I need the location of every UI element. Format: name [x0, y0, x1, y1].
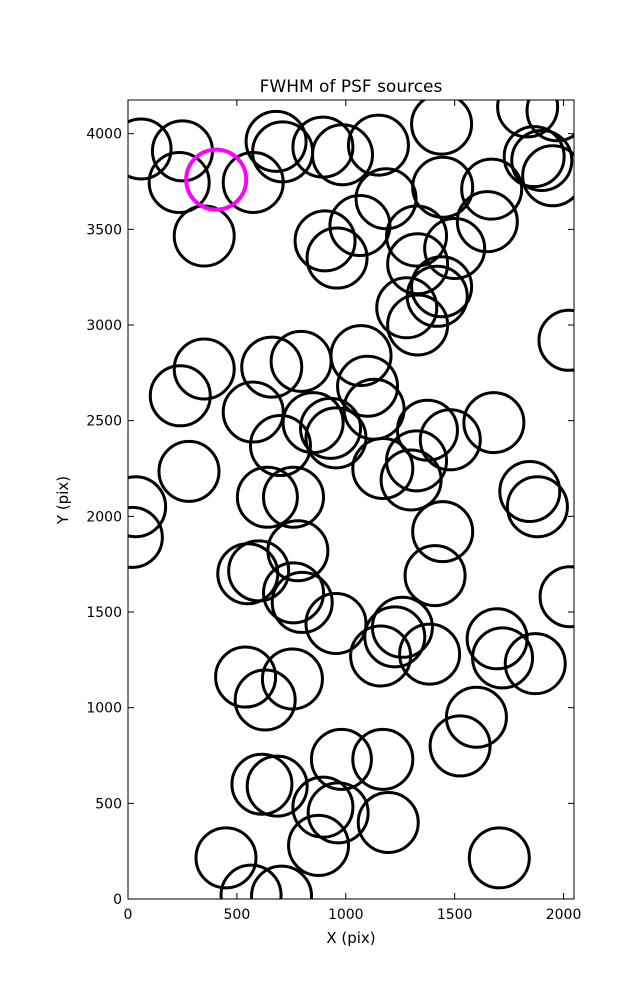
psf-source-marker: [410, 255, 474, 319]
psf-source-marker: [299, 396, 363, 460]
psf-source-marker: [214, 645, 278, 709]
psf-source-marker: [521, 144, 574, 208]
psf-source-marker: [304, 591, 368, 655]
x-tick-label: 500: [224, 907, 251, 923]
y-tick-label: 2000: [86, 509, 122, 525]
psf-source-marker: [128, 505, 164, 569]
psf-source-marker: [128, 475, 168, 539]
psf-source-marker: [525, 100, 574, 143]
psf-source-marker: [496, 100, 560, 139]
highlighted-psf-source-marker: [184, 147, 249, 212]
psf-source-marker: [128, 117, 173, 181]
psf-source-marker: [349, 624, 413, 688]
psf-source-marker: [423, 216, 487, 280]
psf-source-marker: [219, 863, 283, 899]
psf-source-marker: [306, 781, 370, 845]
y-tick-label: 1500: [86, 605, 122, 621]
psf-source-marker: [309, 727, 373, 791]
psf-source-marker: [245, 754, 309, 818]
psf-source-marker: [379, 448, 443, 512]
y-tick-label: 3000: [86, 318, 122, 334]
psf-source-marker: [502, 125, 566, 189]
x-tick-label: 1000: [328, 907, 364, 923]
psf-source-marker: [462, 391, 526, 455]
x-tick-label: 2000: [546, 907, 582, 923]
psf-source-marker: [221, 380, 285, 444]
psf-source-marker: [148, 364, 212, 428]
psf-source-marker: [351, 437, 415, 501]
psf-source-marker: [471, 626, 535, 690]
x-tick-label: 1500: [437, 907, 473, 923]
x-axis: 0 500 1000 1500 2000: [124, 100, 582, 923]
psf-source-marker: [270, 570, 334, 634]
psf-source-marker: [248, 414, 312, 478]
psf-source-marker: [244, 109, 308, 173]
psf-source-marker: [305, 226, 369, 290]
psf-source-marker: [498, 459, 562, 523]
psf-source-marker: [329, 324, 393, 388]
psf-source-marker: [240, 335, 304, 399]
psf-source-marker: [460, 157, 524, 221]
psf-source-marker: [503, 632, 567, 696]
y-tick-label: 3500: [86, 222, 122, 238]
x-tick-label: 0: [124, 907, 133, 923]
psf-source-marker: [250, 864, 314, 899]
y-tick-label: 1000: [86, 701, 122, 717]
psf-source-marker: [230, 752, 294, 816]
psf-source-marker: [287, 813, 351, 877]
psf-source-marker: [157, 439, 221, 503]
psf-source-marker: [262, 465, 326, 529]
psf-source-marker: [428, 714, 492, 778]
y-tick-label: 2500: [86, 414, 122, 430]
psf-source-marker: [147, 150, 211, 214]
psf-source-marker: [233, 668, 297, 732]
axes-frame: [127, 99, 575, 900]
y-tick-label: 0: [113, 892, 122, 908]
psf-source-marker: [537, 308, 574, 372]
psf-source-marker: [351, 727, 415, 791]
psf-source-marker: [227, 539, 291, 603]
x-axis-title: X (pix): [326, 929, 375, 947]
psf-source-marker: [235, 465, 299, 529]
plot-area: [128, 100, 574, 899]
psf-source-marker: [403, 544, 467, 608]
psf-source-marker: [398, 622, 462, 686]
psf-source-marker: [172, 337, 236, 401]
psf-source-marker: [455, 190, 519, 254]
psf-source-marker: [375, 276, 439, 340]
psf-source-marker: [418, 408, 482, 472]
psf-source-marker: [385, 204, 449, 268]
psf-source-marker: [510, 128, 574, 192]
psf-source-marker: [538, 565, 574, 629]
psf-source-marker: [386, 293, 450, 357]
psf-source-marker: [363, 605, 427, 669]
psf-source-marker: [293, 209, 357, 273]
y-tick-label: 4000: [86, 127, 122, 143]
psf-source-marker: [346, 113, 410, 177]
psf-source-marker: [356, 790, 420, 854]
psf-source-marker: [304, 406, 368, 470]
psf-source-marker: [444, 685, 508, 749]
y-tick-label: 500: [95, 796, 122, 812]
psf-source-marker: [410, 100, 474, 156]
y-axis: 0 500 1000 1500 2000 2500 3000 3500 4000: [86, 127, 574, 908]
psf-source-marker: [505, 475, 569, 539]
psf-source-marker: [262, 561, 326, 625]
y-axis-title: Y (pix): [54, 476, 72, 525]
psf-source-marker: [194, 826, 258, 890]
psf-source-marker: [411, 500, 475, 564]
chart-title: FWHM of PSF sources: [260, 77, 443, 97]
psf-source-marker: [311, 123, 375, 187]
psf-source-marker: [467, 826, 531, 890]
psf-source-marker: [336, 354, 400, 418]
